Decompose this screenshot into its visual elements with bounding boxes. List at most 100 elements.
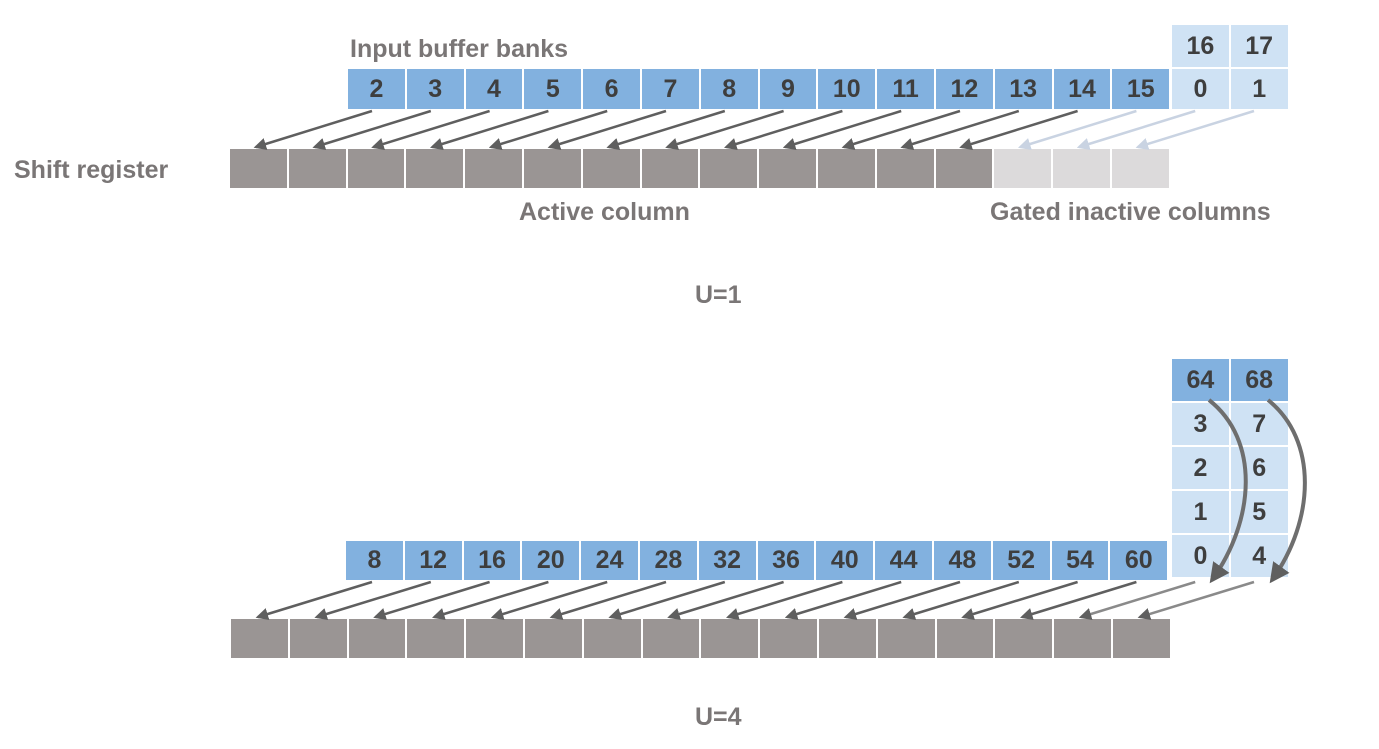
shift-register-label: Shift register (14, 156, 169, 184)
u4-register-cell (230, 618, 289, 659)
u4-bank-cell: 20 (521, 540, 581, 581)
u4-shift-arrow (373, 580, 490, 621)
u1-shift-arrow (782, 109, 902, 151)
u4-shift-arrow (490, 580, 608, 621)
u4-bank-side-cell: 4 (1229, 534, 1289, 578)
u1-shift-arrow (430, 109, 549, 151)
u4-bank-side-cell: 0 (1171, 534, 1230, 578)
u4-register-cell (876, 618, 936, 659)
u4-shift-arrow (843, 580, 961, 621)
u4-bank-cell: 36 (756, 540, 816, 581)
u4-bank-cell: 28 (639, 540, 698, 581)
u1-bank-cell: 3 (405, 68, 465, 110)
u1-shift-arrow (606, 109, 726, 151)
u4-register-cell (700, 618, 760, 659)
u4-bank-side-cell: 6 (1229, 446, 1289, 490)
u1-shift-arrow (547, 109, 667, 151)
u1-shift-arrow (312, 109, 432, 151)
u4-bank-side-cell: 5 (1229, 490, 1289, 534)
u4-shift-arrow (1020, 580, 1137, 621)
u1-bank-cell: 15 (1111, 68, 1171, 110)
u4-shift-arrow (961, 580, 1078, 621)
u1-shift-arrow (665, 109, 784, 151)
u1-shift-arrow (841, 109, 961, 151)
input-buffer-banks-label: Input buffer banks (350, 35, 569, 63)
u4-bank-cell: 32 (697, 540, 757, 581)
u1-register-active-cell (699, 148, 759, 189)
u1-bank-cell: 7 (641, 68, 700, 110)
u4-bank-side-cell: 7 (1229, 402, 1289, 446)
u4-bank-side-cell: 3 (1171, 402, 1230, 446)
u4-shift-arrow (902, 580, 1020, 621)
u4-shift-arrow (608, 580, 726, 621)
u1-bank-cell: 6 (582, 68, 641, 110)
u4-bank-cell: 16 (462, 540, 522, 581)
u1-bank-side-top-cell: 17 (1229, 24, 1289, 68)
u4-bank-cell: 54 (1050, 540, 1110, 581)
u4-register-cell (994, 618, 1054, 659)
u4-shift-arrow (432, 580, 549, 621)
u4-bank-cell: 52 (991, 540, 1051, 581)
u1-gated-arrow (1076, 109, 1196, 151)
u1-bank-cell: 12 (935, 68, 994, 110)
u4-register-cell (935, 618, 995, 659)
u4-bank-side-cell: 68 (1229, 358, 1289, 402)
u4-bank-side-cell: 64 (1171, 358, 1230, 402)
u1-register-active-cell (464, 148, 523, 189)
u1-bank-cell: 9 (758, 68, 818, 110)
u1-shift-arrow (253, 109, 373, 151)
u1-register-active-cell (229, 148, 288, 189)
u1-bank-cell: 11 (876, 68, 935, 110)
gated-inactive-columns-label: Gated inactive columns (990, 198, 1271, 226)
u1-bank-side-bottom-cell: 1 (1229, 68, 1289, 110)
u1-bank-cell: 5 (523, 68, 583, 110)
u4-label: U=4 (695, 703, 742, 731)
u4-shift-arrow (667, 580, 784, 621)
u1-bank-side-top-cell: 16 (1171, 24, 1230, 68)
u4-bank-side-cell: 1 (1171, 490, 1230, 534)
u1-register-active-cell (934, 148, 994, 189)
u1-shift-arrow (488, 109, 608, 151)
u4-bank-cell: 40 (815, 540, 875, 581)
u1-register-inactive-cell (1052, 148, 1111, 189)
u4-bank-cell: 60 (1109, 540, 1169, 581)
u1-register-active-cell (581, 148, 641, 189)
u1-bank-cell: 14 (1052, 68, 1112, 110)
u1-shift-arrow (371, 109, 490, 151)
u1-register-active-cell (405, 148, 465, 189)
u4-bank-cell: 8 (345, 540, 404, 581)
u4-register-cell (524, 618, 583, 659)
u4-shift-arrow (784, 580, 902, 621)
u1-register-active-cell (875, 148, 935, 189)
u1-bank-cell: 8 (699, 68, 759, 110)
u1-shift-arrow (959, 109, 1078, 151)
u4-register-cell (406, 618, 466, 659)
u1-label: U=1 (695, 281, 742, 309)
u4-shift-arrow (1137, 580, 1255, 621)
u1-bank-cell: 13 (993, 68, 1053, 110)
u4-bank-cell: 12 (403, 540, 463, 581)
u4-bank-cell: 24 (580, 540, 639, 581)
u1-register-active-cell (523, 148, 582, 189)
u1-register-inactive-cell (993, 148, 1053, 189)
u4-bank-side-cell: 2 (1171, 446, 1230, 490)
u1-register-active-cell (817, 148, 876, 189)
u4-register-cell (818, 618, 877, 659)
u4-shift-arrow (255, 580, 373, 621)
u4-register-cell (1053, 618, 1112, 659)
u4-register-cell (288, 618, 348, 659)
u1-shift-arrow (900, 109, 1020, 151)
u1-bank-side-bottom-cell: 0 (1171, 68, 1230, 110)
u4-bank-cell: 44 (874, 540, 933, 581)
u4-register-cell (759, 618, 818, 659)
u1-register-active-cell (287, 148, 347, 189)
u1-register-inactive-cell (1111, 148, 1170, 189)
u4-bank-cell: 48 (933, 540, 992, 581)
active-column-label: Active column (519, 198, 690, 226)
u4-register-cell (465, 618, 524, 659)
u4-shift-arrow (314, 580, 432, 621)
u4-shift-arrow (726, 580, 843, 621)
u1-register-active-cell (640, 148, 700, 189)
u1-bank-cell: 2 (347, 68, 406, 110)
u4-register-cell (347, 618, 407, 659)
